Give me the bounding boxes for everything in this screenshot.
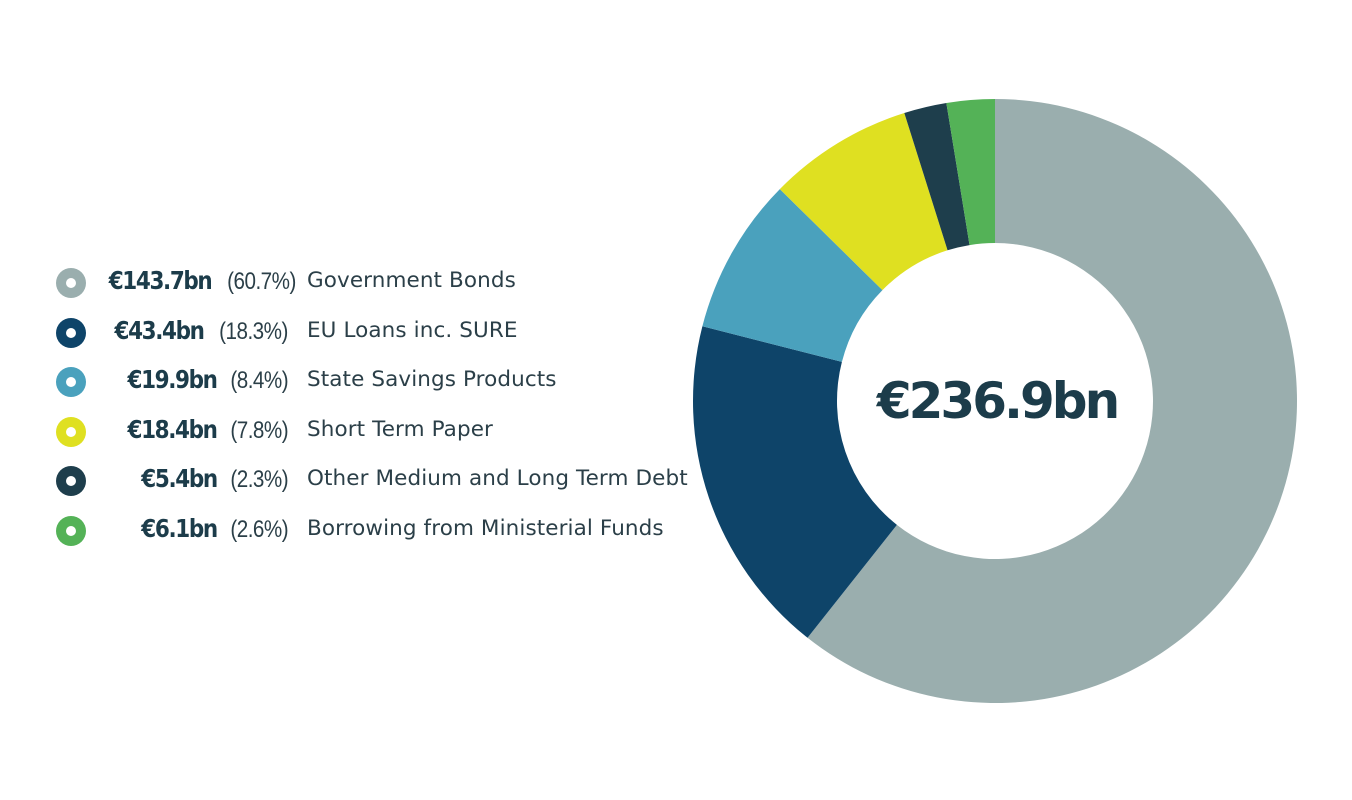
donut-slice-government-bonds xyxy=(807,99,1297,704)
donut-slice-eu-loans-inc-sure xyxy=(692,326,897,638)
legend-values: €143.7bn (60.7%) xyxy=(92,266,296,296)
legend-swatch-eu-loans xyxy=(56,317,86,348)
donut-total-label: €236.9bn xyxy=(876,372,1117,430)
legend-swatch-other-debt xyxy=(56,466,86,497)
legend-item-state-savings: €19.9bn (8.4%) State Savings Products xyxy=(56,357,716,407)
donut-slice-state-savings-products xyxy=(702,189,883,362)
legend-percent: (7.8%) xyxy=(230,416,288,444)
legend-item-ministerial-funds: €6.1bn (2.6%) Borrowing from Ministerial… xyxy=(56,506,716,556)
legend-values: €6.1bn (2.6%) xyxy=(92,513,289,544)
legend-percent: (18.3%) xyxy=(219,317,288,345)
legend-amount: €143.7bn xyxy=(108,266,213,295)
legend-swatch-government-bonds xyxy=(56,268,86,298)
legend-amount: €18.4bn xyxy=(127,414,217,444)
donut-slices xyxy=(692,99,1297,704)
legend-item-short-term-paper: €18.4bn (7.8%) Short Term Paper xyxy=(56,407,716,457)
legend-label: Government Bonds xyxy=(307,268,516,293)
legend-item-eu-loans: €43.4bn (18.3%) EU Loans inc. SURE xyxy=(56,308,716,358)
legend-percent: (2.3%) xyxy=(230,466,288,494)
legend-amount: €6.1bn xyxy=(140,513,218,543)
legend-percent: (8.4%) xyxy=(230,367,288,395)
legend-swatch-short-term-paper xyxy=(56,416,86,447)
legend-values: €43.4bn (18.3%) xyxy=(92,315,289,346)
donut-slice-other-medium-and-long-term-debt xyxy=(904,102,970,251)
legend-amount: €19.9bn xyxy=(127,365,217,395)
legend-amount: €43.4bn xyxy=(114,315,205,345)
legend-percent: (2.6%) xyxy=(230,515,288,543)
legend-values: €5.4bn (2.3%) xyxy=(92,464,289,494)
legend-label: Short Term Paper xyxy=(307,416,493,442)
legend-item-government-bonds: €143.7bn (60.7%) Government Bonds xyxy=(56,258,716,308)
legend-label: Borrowing from Ministerial Funds xyxy=(307,515,664,541)
legend-values: €19.9bn (8.4%) xyxy=(92,365,288,395)
legend-swatch-ministerial-funds xyxy=(56,515,86,546)
donut-slice-short-term-paper xyxy=(779,112,948,291)
donut-slice-borrowing-from-ministerial-funds xyxy=(946,99,995,246)
legend-amount: €5.4bn xyxy=(140,464,218,494)
legend-item-other-debt: €5.4bn (2.3%) Other Medium and Long Term… xyxy=(56,456,716,506)
legend-label: Other Medium and Long Term Debt xyxy=(307,466,688,492)
legend-label: State Savings Products xyxy=(307,367,557,393)
legend-label: EU Loans inc. SURE xyxy=(307,317,518,343)
chart-legend: €143.7bn (60.7%) Government Bonds €43.4b… xyxy=(56,258,716,556)
legend-swatch-state-savings xyxy=(56,367,86,398)
legend-percent: (60.7%) xyxy=(227,268,296,295)
legend-values: €18.4bn (7.8%) xyxy=(92,415,288,445)
